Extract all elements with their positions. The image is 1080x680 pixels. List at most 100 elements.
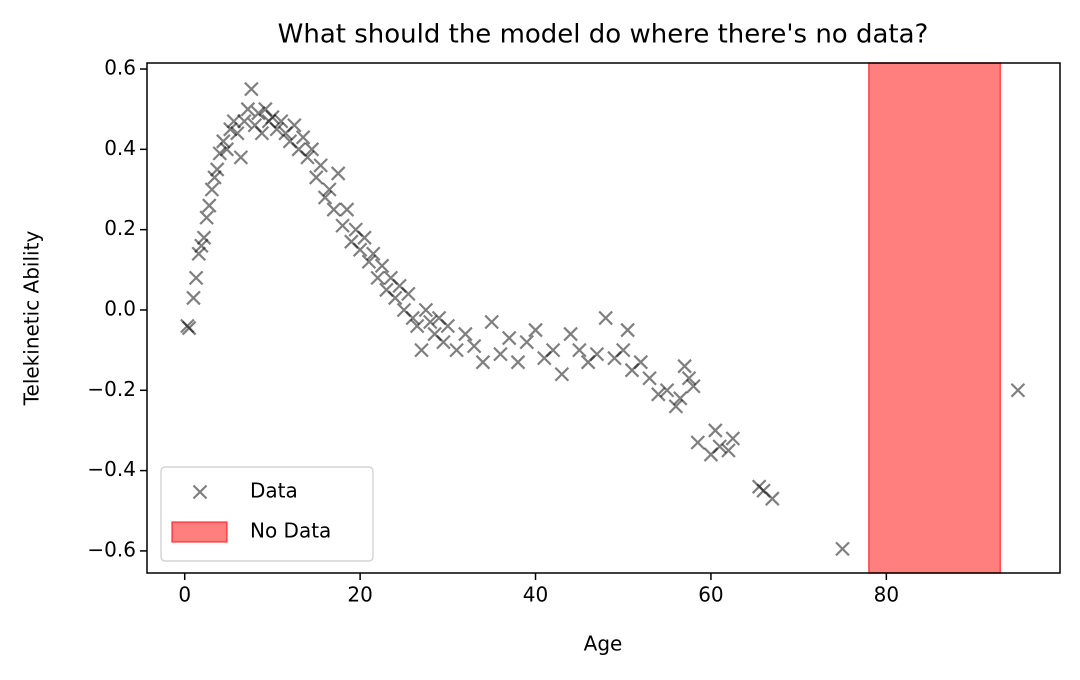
legend-patch [171, 521, 228, 543]
data-point [418, 302, 434, 318]
data-point [677, 358, 692, 374]
y-tick-label: −0.2 [87, 377, 136, 401]
x-tick-label: 60 [698, 583, 723, 607]
data-point [721, 443, 736, 458]
data-point [273, 113, 289, 129]
data-point [642, 370, 657, 386]
data-point [651, 387, 666, 402]
x-axis-label: Age [584, 632, 623, 656]
data-point [287, 117, 302, 133]
data-point [181, 320, 197, 336]
y-tick-label: 0.6 [104, 56, 136, 80]
data-point [269, 121, 285, 137]
data-point [212, 146, 228, 161]
x-tick-label: 0 [178, 583, 191, 607]
data-point [659, 383, 675, 398]
data-point [216, 134, 231, 149]
data-point [361, 254, 377, 270]
data-point [598, 310, 613, 326]
data-point [690, 435, 706, 450]
data-point [633, 354, 649, 370]
x-tick-label: 40 [523, 583, 548, 607]
data-point [254, 125, 270, 141]
data-point [308, 170, 324, 185]
legend-label: Data [250, 479, 298, 503]
data-point [401, 286, 416, 302]
data-point [519, 334, 535, 350]
data-point [409, 318, 425, 334]
data-point [304, 142, 320, 157]
y-axis-label: Telekinetic Ability [20, 231, 44, 407]
y-tick-label: 0.0 [104, 296, 136, 320]
data-point [712, 439, 727, 454]
data-point [186, 290, 201, 306]
data-point [317, 190, 333, 205]
data-point [620, 322, 635, 338]
data-point [196, 230, 212, 245]
y-tick-label: −0.4 [87, 457, 136, 481]
data-point [672, 391, 688, 406]
data-point [686, 378, 701, 394]
data-point [387, 290, 403, 306]
data-point [765, 491, 780, 506]
data-point [545, 342, 561, 358]
data-point [572, 342, 587, 358]
data-point [414, 342, 429, 358]
data-point [423, 314, 438, 330]
y-tick-label: −0.6 [87, 537, 136, 561]
data-point [835, 541, 850, 557]
data-point [475, 354, 491, 370]
legend-label: No Data [250, 519, 331, 543]
legend-marker [192, 484, 208, 500]
y-tick-label: 0.2 [104, 216, 136, 240]
y-tick-label: 0.4 [104, 136, 136, 160]
data-point [357, 230, 372, 245]
data-point [223, 121, 238, 137]
data-point [226, 113, 242, 129]
data-point [528, 322, 543, 338]
data-point [563, 326, 578, 342]
data-point [330, 166, 346, 181]
data-point [209, 162, 225, 177]
data-point [365, 246, 381, 262]
data-point [326, 202, 342, 217]
chart-title: What should the model do where there's n… [278, 20, 929, 50]
data-point [199, 210, 214, 225]
data-point [440, 318, 456, 334]
data-point [194, 238, 209, 253]
data-point [681, 370, 697, 386]
data-point [339, 202, 355, 217]
data-point [251, 105, 266, 121]
x-tick-label: 80 [874, 583, 899, 607]
data-point [201, 198, 217, 213]
data-point [237, 113, 252, 129]
data-point [322, 182, 337, 197]
data-point [405, 310, 421, 326]
data-point [352, 242, 368, 258]
data-point [374, 258, 390, 274]
data-point [233, 150, 249, 165]
data-point [493, 346, 508, 362]
data-point [230, 125, 245, 141]
data-point [265, 109, 280, 125]
data-point [554, 366, 570, 382]
data-point [335, 218, 350, 233]
data-point [501, 330, 517, 346]
data-point [615, 342, 631, 358]
data-point [458, 326, 473, 342]
data-point [295, 130, 311, 145]
shaded-region [868, 62, 1002, 574]
data-point [204, 182, 220, 197]
data-point [191, 246, 207, 262]
data-point [510, 354, 526, 370]
data-point [313, 158, 328, 173]
data-point [207, 170, 222, 185]
data-point [708, 423, 723, 438]
data-point [466, 338, 482, 354]
data-point [436, 334, 451, 350]
data-point [668, 399, 684, 414]
data-point [370, 270, 385, 286]
data-point [244, 81, 259, 97]
data-point [725, 431, 741, 446]
x-tick-label: 20 [347, 583, 372, 607]
